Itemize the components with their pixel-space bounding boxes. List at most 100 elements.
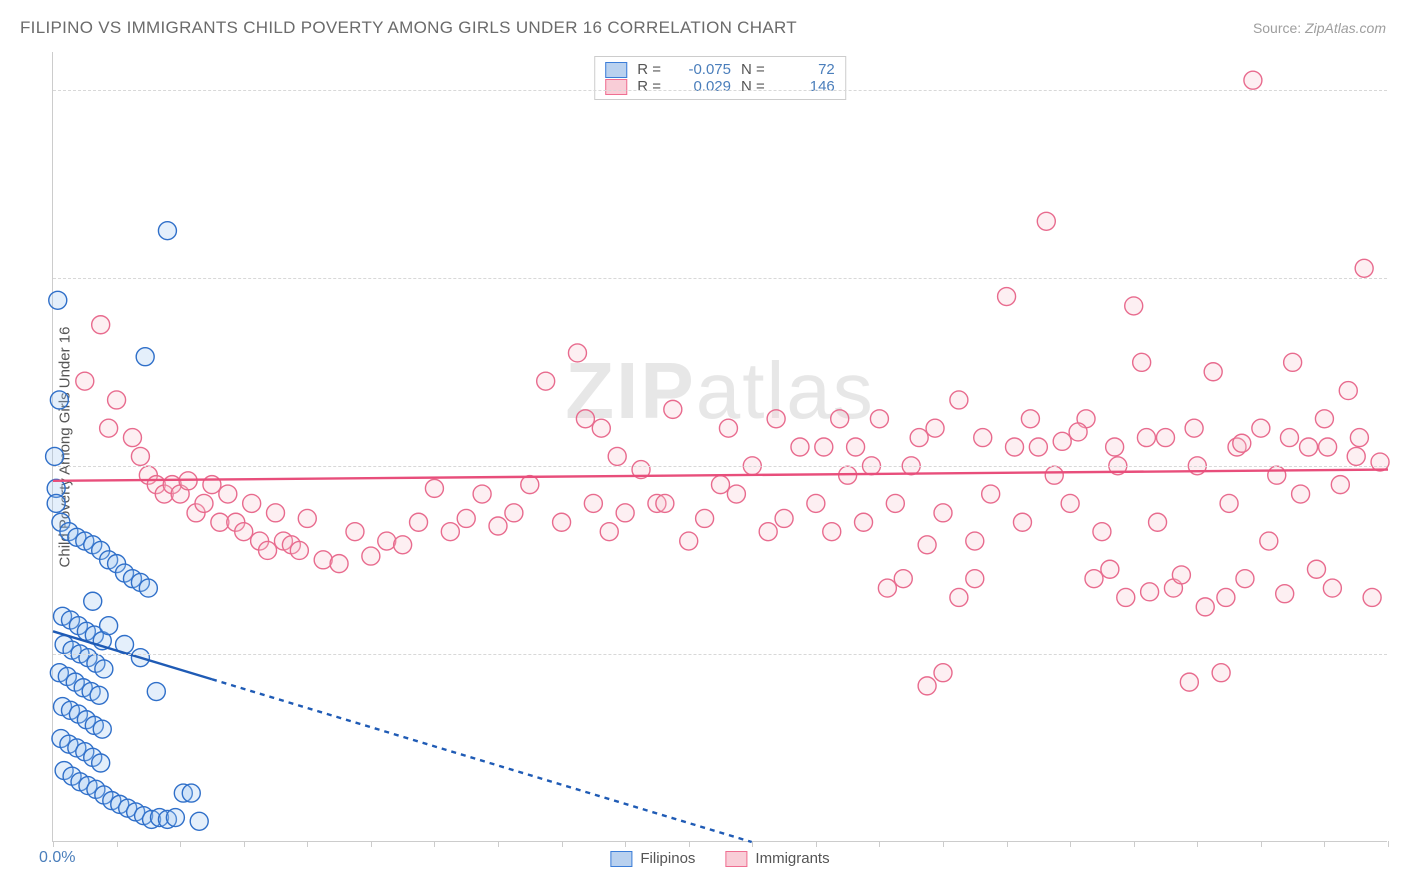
data-point xyxy=(1244,71,1262,89)
data-point xyxy=(123,429,141,447)
data-point xyxy=(92,754,110,772)
data-point xyxy=(791,438,809,456)
data-point xyxy=(1021,410,1039,428)
source-prefix: Source: xyxy=(1253,20,1305,36)
data-point xyxy=(1284,353,1302,371)
grid-line xyxy=(53,90,1387,91)
legend-label: Immigrants xyxy=(755,850,829,867)
data-point xyxy=(346,523,364,541)
data-point xyxy=(1037,212,1055,230)
data-point xyxy=(886,494,904,512)
data-point xyxy=(966,532,984,550)
data-point xyxy=(267,504,285,522)
data-point xyxy=(1315,410,1333,428)
legend-swatch xyxy=(610,851,632,867)
data-point xyxy=(1157,429,1175,447)
legend-swatch xyxy=(725,851,747,867)
data-point xyxy=(823,523,841,541)
data-point xyxy=(139,579,157,597)
data-point xyxy=(489,517,507,535)
data-point xyxy=(1363,588,1381,606)
data-point xyxy=(1260,532,1278,550)
data-point xyxy=(425,479,443,497)
trend-line xyxy=(212,679,752,842)
data-point xyxy=(1350,429,1368,447)
data-point xyxy=(878,579,896,597)
data-point xyxy=(1331,476,1349,494)
x-tick xyxy=(1324,841,1325,847)
data-point xyxy=(608,447,626,465)
data-point xyxy=(76,372,94,390)
data-point xyxy=(576,410,594,428)
data-point xyxy=(918,677,936,695)
data-point xyxy=(910,429,928,447)
data-point xyxy=(1069,423,1087,441)
data-point xyxy=(457,509,475,527)
data-point xyxy=(46,447,64,465)
data-point xyxy=(1276,585,1294,603)
data-point xyxy=(100,419,118,437)
data-point xyxy=(219,485,237,503)
data-point xyxy=(1093,523,1111,541)
data-point xyxy=(966,570,984,588)
data-point xyxy=(1371,453,1389,471)
data-point xyxy=(1217,588,1235,606)
data-point xyxy=(998,288,1016,306)
data-point xyxy=(855,513,873,531)
x-tick xyxy=(1070,841,1071,847)
data-point xyxy=(926,419,944,437)
x-tick xyxy=(752,841,753,847)
data-point xyxy=(1006,438,1024,456)
data-point xyxy=(1233,434,1251,452)
data-point xyxy=(1252,419,1270,437)
data-point xyxy=(505,504,523,522)
x-tick xyxy=(434,841,435,847)
data-point xyxy=(108,391,126,409)
data-point xyxy=(243,494,261,512)
data-point xyxy=(727,485,745,503)
data-point xyxy=(1204,363,1222,381)
data-point xyxy=(584,494,602,512)
data-point xyxy=(934,504,952,522)
data-point xyxy=(807,494,825,512)
x-tick xyxy=(1197,841,1198,847)
data-point xyxy=(362,547,380,565)
data-point xyxy=(934,664,952,682)
data-point xyxy=(131,447,149,465)
data-point xyxy=(1339,382,1357,400)
data-point xyxy=(1172,566,1190,584)
data-point xyxy=(410,513,428,531)
data-point xyxy=(1196,598,1214,616)
data-point xyxy=(1013,513,1031,531)
x-tick xyxy=(816,841,817,847)
data-point xyxy=(553,513,571,531)
data-point xyxy=(1061,494,1079,512)
x-tick xyxy=(1388,841,1389,847)
data-point xyxy=(1319,438,1337,456)
data-point xyxy=(1268,466,1286,484)
data-point xyxy=(592,419,610,437)
data-point xyxy=(84,592,102,610)
x-tick xyxy=(498,841,499,847)
data-point xyxy=(894,570,912,588)
data-point xyxy=(1292,485,1310,503)
grid-line xyxy=(53,466,1387,467)
data-point xyxy=(93,720,111,738)
data-point xyxy=(521,476,539,494)
data-point xyxy=(158,222,176,240)
data-point xyxy=(1180,673,1198,691)
data-point xyxy=(147,683,165,701)
data-point xyxy=(314,551,332,569)
data-point xyxy=(1053,432,1071,450)
data-point xyxy=(182,784,200,802)
data-point xyxy=(1280,429,1298,447)
data-point xyxy=(394,536,412,554)
grid-line xyxy=(53,278,1387,279)
data-point xyxy=(712,476,730,494)
data-point xyxy=(950,391,968,409)
data-point xyxy=(330,555,348,573)
data-point xyxy=(537,372,555,390)
data-point xyxy=(664,400,682,418)
data-point xyxy=(680,532,698,550)
data-point xyxy=(1101,560,1119,578)
